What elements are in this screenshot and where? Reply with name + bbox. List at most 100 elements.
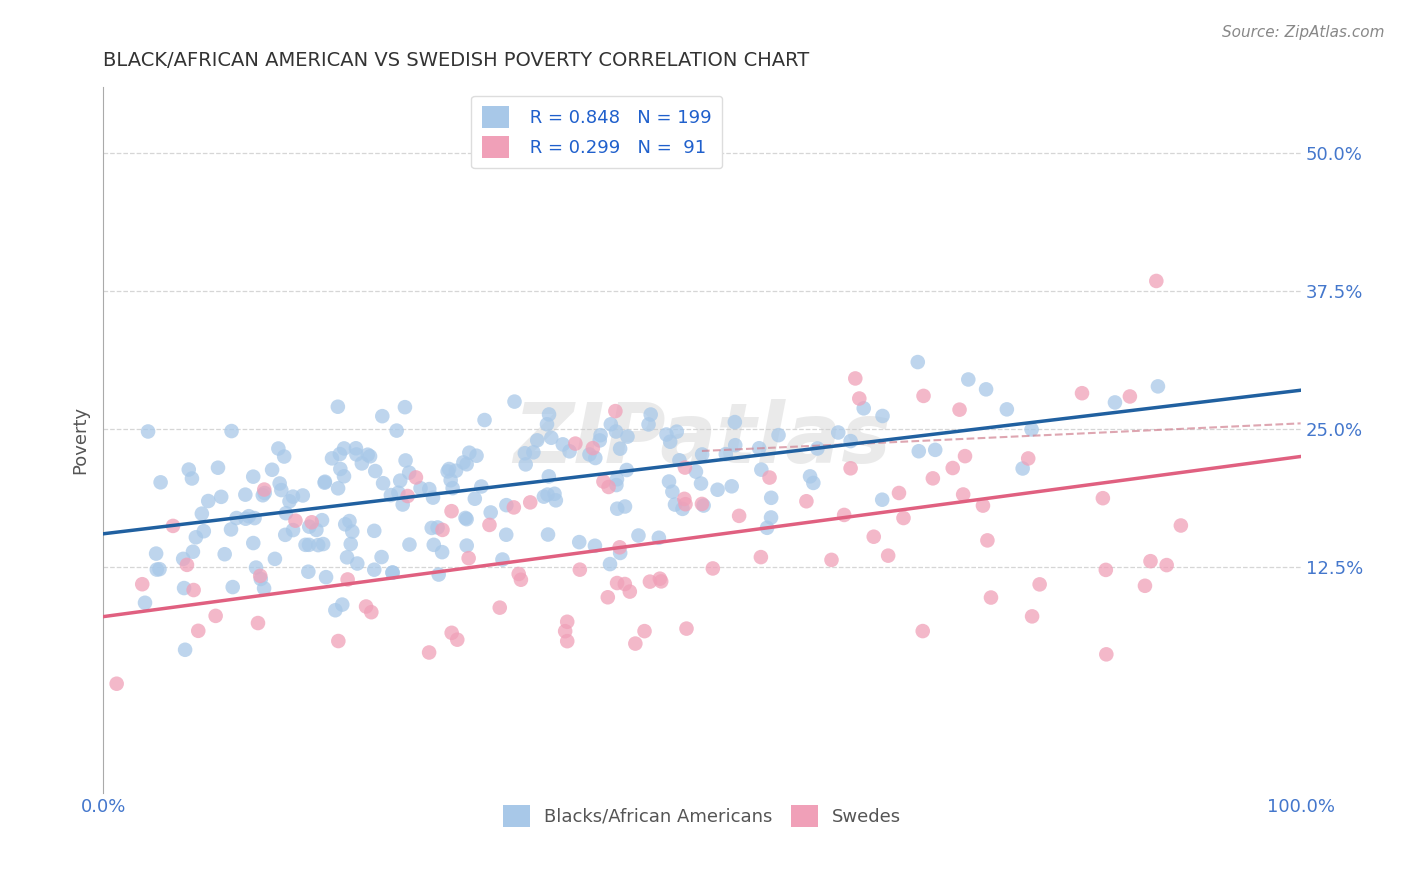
Point	[758, 470, 780, 484]
Point	[832, 508, 855, 522]
Point	[911, 624, 934, 638]
Point	[262, 463, 284, 477]
Point	[359, 450, 381, 464]
Point	[381, 566, 404, 580]
Point	[342, 524, 364, 539]
Point	[673, 491, 696, 506]
Point	[706, 483, 728, 497]
Point	[540, 431, 562, 445]
Point	[440, 504, 463, 518]
Point	[371, 476, 394, 491]
Point	[952, 487, 974, 501]
Point	[242, 536, 264, 550]
Point	[759, 510, 782, 524]
Point	[284, 514, 307, 528]
Point	[974, 382, 997, 396]
Point	[568, 563, 591, 577]
Point	[311, 513, 333, 527]
Point	[685, 465, 707, 479]
Point	[768, 428, 790, 442]
Point	[270, 483, 292, 497]
Point	[325, 603, 347, 617]
Point	[214, 547, 236, 561]
Point	[614, 500, 637, 514]
Point	[536, 487, 558, 501]
Point	[907, 355, 929, 369]
Text: ZIPatlas: ZIPatlas	[513, 400, 891, 481]
Point	[470, 479, 492, 493]
Y-axis label: Poverty: Poverty	[72, 406, 89, 474]
Point	[870, 492, 893, 507]
Point	[665, 425, 688, 439]
Point	[181, 471, 204, 485]
Point	[671, 501, 693, 516]
Point	[801, 475, 824, 490]
Point	[491, 552, 513, 566]
Point	[640, 408, 662, 422]
Point	[177, 462, 200, 476]
Point	[761, 491, 783, 505]
Point	[862, 530, 884, 544]
Point	[148, 562, 170, 576]
Point	[418, 645, 440, 659]
Point	[606, 472, 628, 486]
Point	[329, 447, 352, 461]
Point	[613, 577, 636, 591]
Point	[692, 499, 714, 513]
Point	[291, 488, 314, 502]
Point	[1170, 518, 1192, 533]
Point	[749, 550, 772, 565]
Point	[589, 434, 612, 448]
Point	[799, 469, 821, 483]
Point	[209, 490, 232, 504]
Point	[249, 572, 271, 586]
Point	[848, 392, 870, 406]
Point	[339, 537, 361, 551]
Point	[599, 417, 621, 432]
Point	[605, 425, 627, 439]
Point	[555, 634, 578, 648]
Point	[1011, 461, 1033, 475]
Point	[673, 460, 696, 475]
Point	[328, 634, 350, 648]
Point	[330, 598, 353, 612]
Point	[702, 561, 724, 575]
Point	[953, 449, 976, 463]
Point	[479, 506, 502, 520]
Point	[274, 506, 297, 520]
Point	[627, 528, 650, 542]
Point	[314, 475, 336, 489]
Point	[605, 404, 627, 418]
Point	[648, 572, 671, 586]
Point	[207, 460, 229, 475]
Point	[456, 512, 478, 526]
Point	[596, 591, 619, 605]
Point	[131, 577, 153, 591]
Point	[346, 557, 368, 571]
Point	[526, 434, 548, 448]
Point	[599, 557, 621, 571]
Point	[728, 508, 751, 523]
Point	[360, 605, 382, 619]
Point	[191, 507, 214, 521]
Point	[924, 442, 946, 457]
Point	[519, 495, 541, 509]
Point	[606, 501, 628, 516]
Point	[844, 371, 866, 385]
Point	[690, 476, 713, 491]
Point	[298, 519, 321, 533]
Point	[418, 482, 440, 496]
Point	[1091, 491, 1114, 506]
Point	[664, 498, 686, 512]
Point	[957, 372, 980, 386]
Point	[1028, 577, 1050, 591]
Point	[555, 615, 578, 629]
Point	[312, 537, 335, 551]
Point	[616, 429, 638, 443]
Point	[162, 519, 184, 533]
Point	[948, 402, 970, 417]
Point	[827, 425, 849, 440]
Point	[187, 624, 209, 638]
Point	[589, 428, 612, 442]
Text: BLACK/AFRICAN AMERICAN VS SWEDISH POVERTY CORRELATION CHART: BLACK/AFRICAN AMERICAN VS SWEDISH POVERT…	[103, 51, 810, 70]
